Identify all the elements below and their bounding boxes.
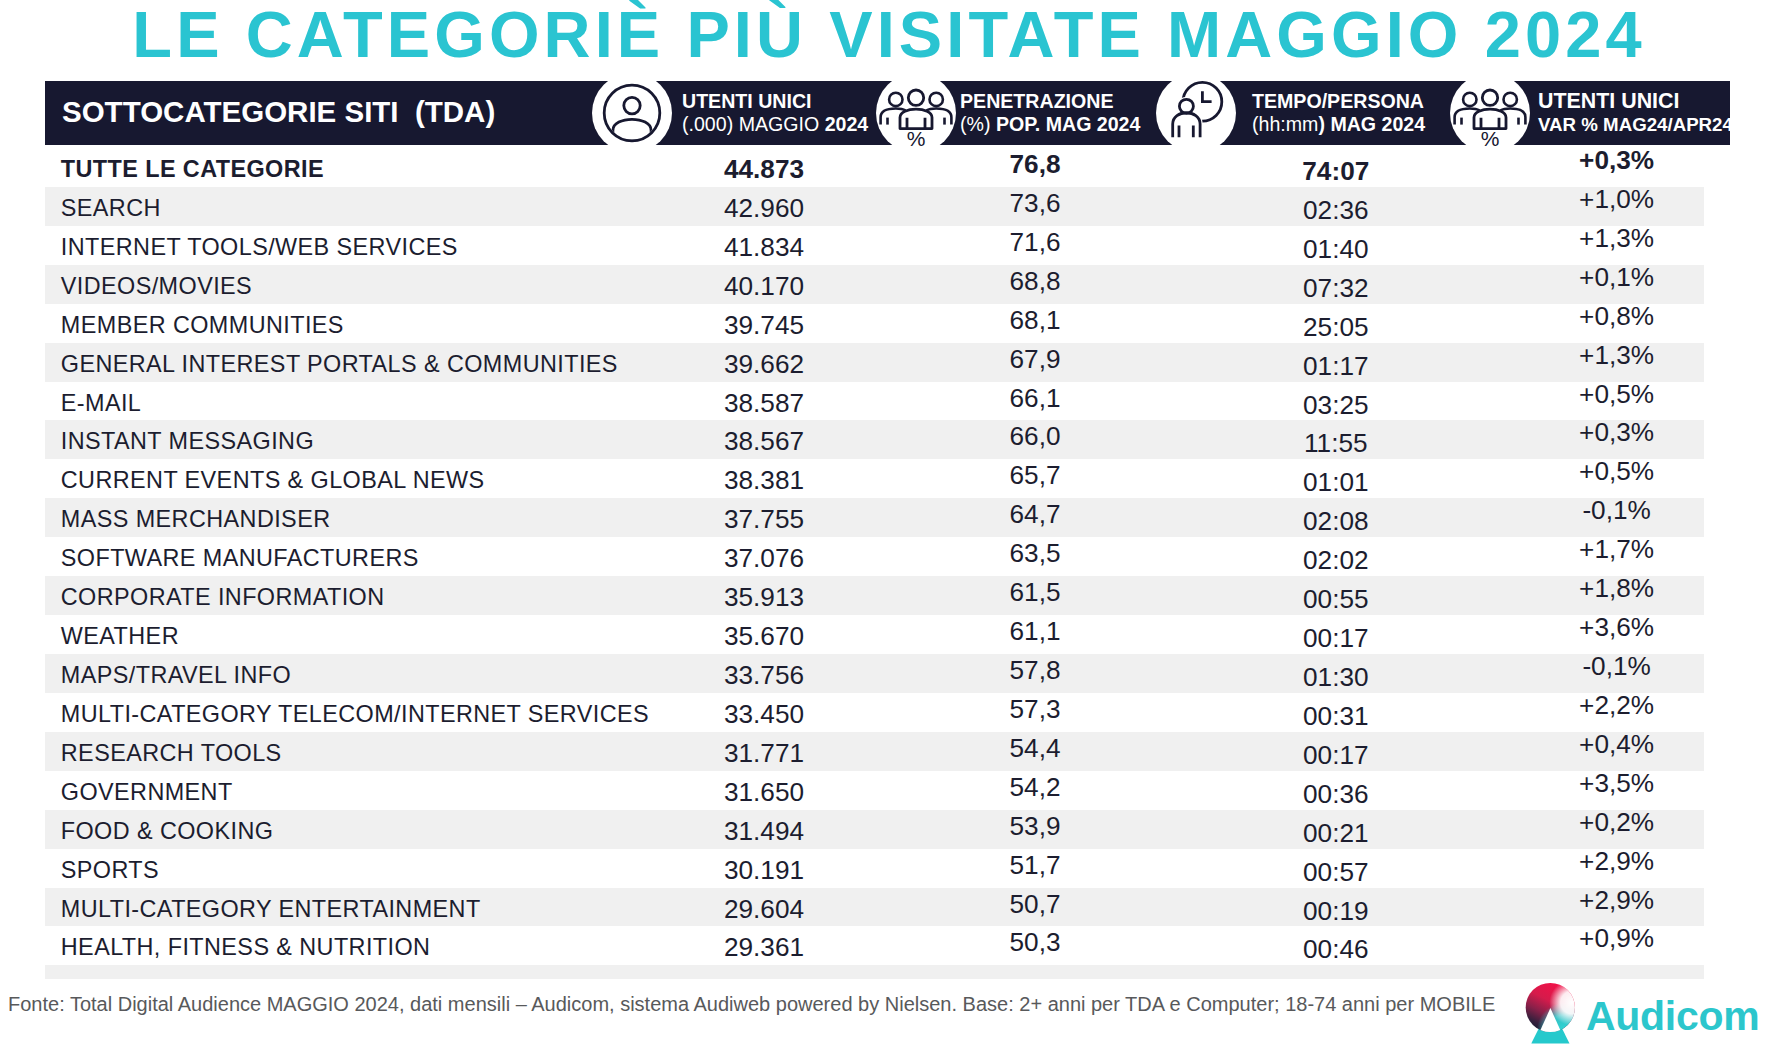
svg-text:%: % bbox=[1481, 127, 1500, 150]
svg-text:%: % bbox=[907, 127, 926, 150]
